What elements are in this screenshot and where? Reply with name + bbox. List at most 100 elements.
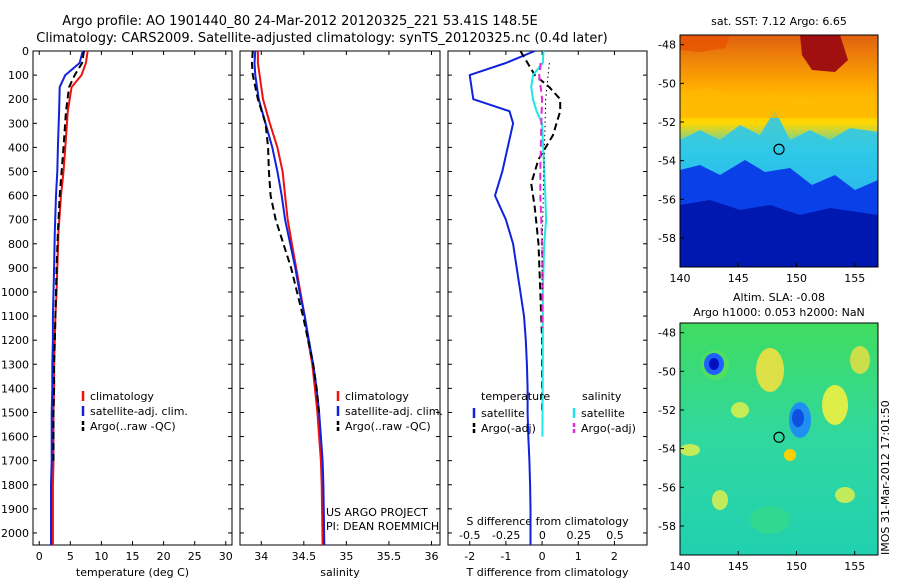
salinity-series-black — [250, 50, 321, 413]
figure-title-line1: Argo profile: AO 1901440_80 24-Mar-2012 … — [62, 14, 538, 29]
depth-tick-label: 100 — [8, 69, 29, 82]
sst_map-ytick-label: -50 — [658, 77, 676, 90]
salinity-panel: 34 34.5 35 35.5 36 salinity climatology satelli… — [239, 50, 443, 579]
depth-tick-label: 200 — [8, 93, 29, 106]
depth-tick-label: 1400 — [1, 382, 29, 395]
sla_map-xtick-label: 140 — [670, 560, 691, 573]
sst_map-ytick-label: -56 — [658, 193, 676, 206]
legend-salinity-label: satellite — [581, 407, 625, 420]
sst_map-ytick-label: -48 — [658, 39, 676, 52]
sst_map-ytick-label: -54 — [658, 155, 676, 168]
temperature-xtick-label: 30 — [219, 550, 233, 563]
salinity-legend-label: satellite-adj. clim. — [345, 405, 443, 418]
temperature-xtick-label: 0 — [36, 550, 43, 563]
salinity-diff-tick-label: -0.25 — [492, 529, 520, 542]
salinity-diff-tick-label: 0.25 — [566, 529, 591, 542]
sst-map-title: sat. SST: 7.12 Argo: 6.65 — [711, 15, 847, 28]
depth-tick-label: 1800 — [1, 479, 29, 492]
salinity-xtick-label: 35 — [339, 550, 353, 563]
salinity-xlabel: salinity — [320, 566, 360, 579]
depth-tick-label: 0 — [22, 45, 29, 58]
sla_map-xtick-label: 145 — [728, 560, 749, 573]
salinity-series-blue — [253, 50, 326, 546]
depth-tick-label: 1000 — [1, 286, 29, 299]
salinity-diff-tick-label: 0.5 — [606, 529, 624, 542]
temperature-xtick-label: 15 — [126, 550, 140, 563]
sla_map-ytick-label: -48 — [658, 327, 676, 340]
depth-tick-label: 600 — [8, 190, 29, 203]
salinity-legend-label: Argo(..raw -QC) — [345, 420, 431, 433]
salinity-xtick-label: 34 — [254, 550, 268, 563]
depth-tick-label: 900 — [8, 262, 29, 275]
figure-title-line2: Climatology: CARS2009. Satellite-adjuste… — [36, 31, 608, 46]
depth-tick-label: 400 — [8, 141, 29, 154]
difference-series-reference-black — [541, 62, 550, 292]
depth-tick-label: 800 — [8, 238, 29, 251]
depth-tick-label: 1500 — [1, 406, 29, 419]
salinity-diff-axis-label: S difference from climatology — [466, 515, 629, 528]
difference-panel: -2 -1 0 1 2 T difference from climatology S di… — [447, 50, 648, 579]
difference-xtick-label: 0 — [539, 550, 546, 563]
depth-tick-label: 700 — [8, 214, 29, 227]
legend-temperature-label: Argo(-adj) — [481, 422, 536, 435]
temperature-xtick-label: 5 — [67, 550, 74, 563]
difference-xtick-label: 1 — [575, 550, 582, 563]
temperature-series-black — [52, 50, 85, 461]
sst_map-ytick-label: -52 — [658, 116, 676, 129]
difference-series-salinity-magenta — [538, 62, 544, 329]
legend-salinity-title: salinity — [582, 390, 622, 403]
depth-tick-label: 1200 — [1, 334, 29, 347]
sla-map-frame — [679, 322, 879, 556]
sst-map-xticks: 140 145 150 155 — [670, 263, 865, 285]
pi-annotation: PI: DEAN ROEMMICH — [326, 520, 439, 533]
difference-frame — [447, 50, 648, 546]
difference-xtick-label: -1 — [500, 550, 511, 563]
salinity-frame — [239, 50, 441, 546]
project-annotation: US ARGO PROJECT — [326, 506, 428, 519]
imos-timestamp-label: IMOS 31-Mar-2012 17:01:50 — [879, 400, 892, 555]
difference-xlabel: T difference from climatology — [466, 566, 629, 579]
salinity-xtick-label: 35.5 — [377, 550, 402, 563]
sst_map-ytick-label: -58 — [658, 232, 676, 245]
sla-map: Altim. SLA: -0.08 Argo h1000: 0.053 h200… — [658, 291, 879, 573]
sst-map-yticks: -48 -50 -52 -54 -56 -58 — [658, 39, 684, 245]
sst-field — [680, 35, 878, 267]
salinity-diff-tick-label: -0.5 — [459, 529, 480, 542]
sla_map-ytick-label: -56 — [658, 481, 676, 494]
depth-tick-label: 2000 — [1, 527, 29, 540]
sla_map-ytick-label: -52 — [658, 404, 676, 417]
temperature-series-blue — [50, 50, 84, 545]
depth-tick-label: 1900 — [1, 503, 29, 516]
sst-map-frame — [679, 34, 879, 268]
sla_map-xtick-label: 150 — [786, 560, 807, 573]
salinity-xtick-label: 36 — [424, 550, 438, 563]
salinity-legend-label: climatology — [345, 390, 409, 403]
temperature-xtick-label: 20 — [157, 550, 171, 563]
sst_map-xtick-label: 155 — [844, 272, 865, 285]
salinity-diff-tick-label: 0 — [539, 529, 546, 542]
difference-series-temperature-blue — [468, 50, 536, 545]
sla_map-ytick-label: -54 — [658, 443, 676, 456]
legend-salinity-label: Argo(-adj) — [581, 422, 636, 435]
depth-tick-label: 1100 — [1, 310, 29, 323]
sla-map-title-line2: Argo h1000: 0.053 h2000: NaN — [693, 306, 865, 319]
salinity-series-red — [256, 51, 324, 546]
difference-xtick-label: 2 — [611, 550, 618, 563]
legend-temperature-label: satellite — [481, 407, 525, 420]
salinity-xtick-label: 34.5 — [292, 550, 317, 563]
temperature-xtick-label: 10 — [94, 550, 108, 563]
depth-tick-label: 500 — [8, 165, 29, 178]
sst_map-xtick-label: 140 — [670, 272, 691, 285]
temperature-legend-label: satellite-adj. clim. — [90, 405, 188, 418]
legend-temperature-title: temperature — [481, 390, 550, 403]
depth-tick-label: 1700 — [1, 455, 29, 468]
sla-map-yticks: -48 -50 -52 -54 -56 -58 — [658, 327, 684, 533]
temperature-legend-label: climatology — [90, 390, 154, 403]
sst-map: sat. SST: 7.12 Argo: 6.65 140 145 150 155 -… — [658, 15, 879, 285]
temperature-legend-label: Argo(..raw -QC) — [90, 420, 176, 433]
sst-argo-marker — [773, 143, 785, 155]
temperature-frame — [32, 50, 233, 546]
depth-tick-label: 1600 — [1, 431, 29, 444]
sla-map-title-line1: Altim. SLA: -0.08 — [733, 291, 825, 304]
